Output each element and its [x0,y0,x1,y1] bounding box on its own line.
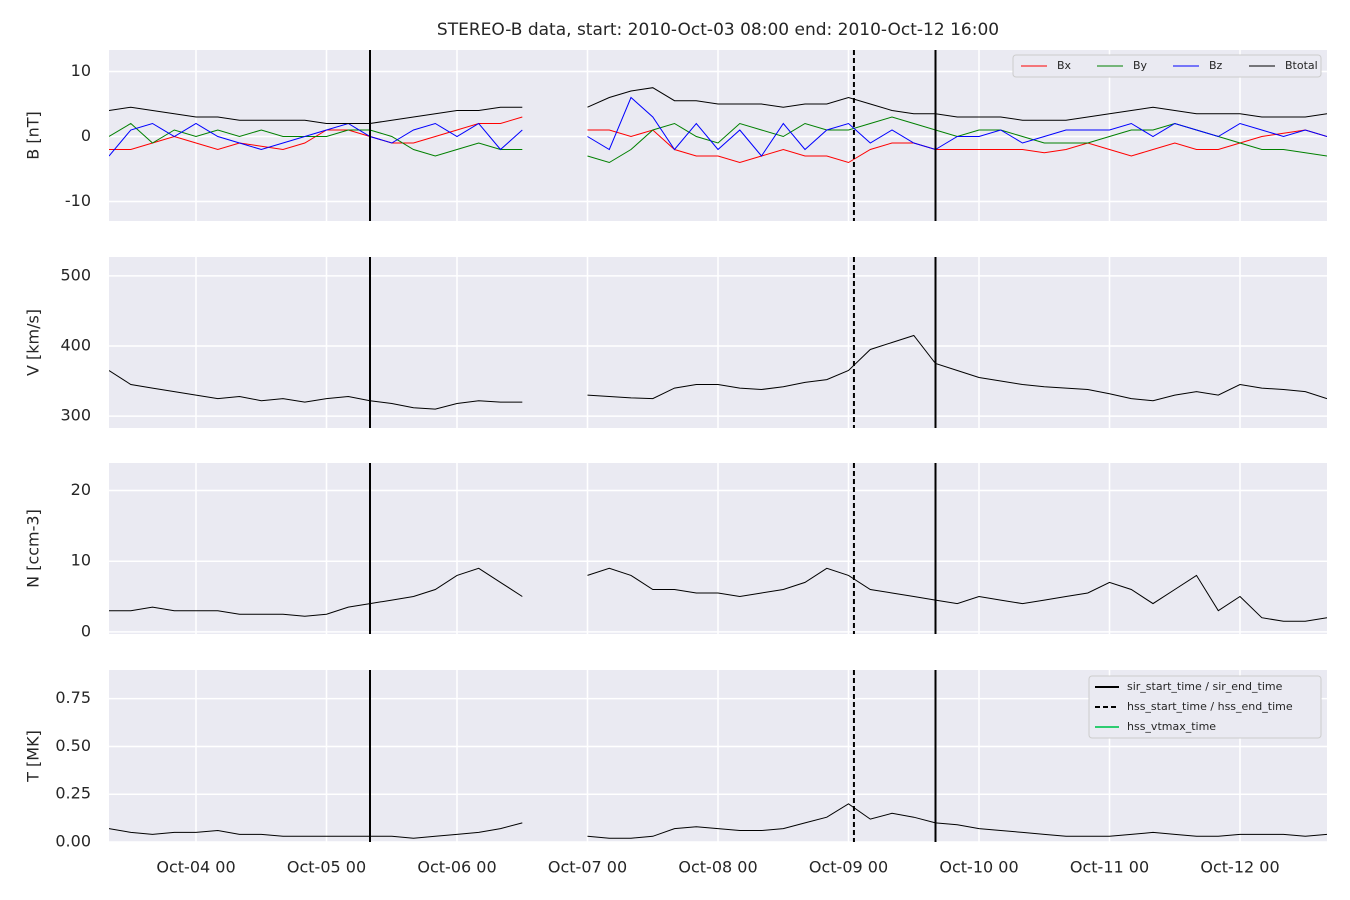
y-axis-label: N [ccm-3] [24,509,43,588]
y-tick-label: 0 [81,126,91,145]
y-axis-label: V [km/s] [24,309,43,376]
x-tick-label: Oct-05 00 [287,858,366,877]
data-line [109,96,1327,157]
y-tick-label: 0.00 [55,832,91,851]
legend-label: Btotal [1285,59,1318,72]
y-tick-label: 0.25 [55,784,91,803]
y-tick-label: 400 [60,336,91,355]
legend-label: hss_start_time / hss_end_time [1127,700,1293,713]
y-tick-label: 0 [81,621,91,640]
data-line [109,803,1327,839]
legend-label: sir_start_time / sir_end_time [1127,680,1283,693]
legend-label: hss_vtmax_time [1127,720,1216,733]
legend-label: By [1133,59,1148,72]
x-tick-label: Oct-11 00 [1070,858,1149,877]
data-line [109,567,1327,622]
y-tick-label: 300 [60,406,91,425]
x-tick-label: Oct-09 00 [809,858,888,877]
x-tick-label: Oct-07 00 [548,858,627,877]
legend-box [1088,675,1322,739]
legend-label: Bx [1057,59,1072,72]
y-tick-label: 0.50 [55,736,91,755]
legend-box [1012,54,1322,78]
y-axis-label: T [MK] [24,730,43,783]
data-line [109,334,1327,410]
data-line [109,87,1327,124]
figure-title: STEREO-B data, start: 2010-Oct-03 08:00 … [437,20,999,40]
y-tick-label: 500 [60,265,91,284]
x-tick-label: Oct-04 00 [156,858,235,877]
y-tick-label: 10 [71,551,91,570]
x-tick-label: Oct-08 00 [678,858,757,877]
y-tick-label: -10 [65,191,91,210]
x-tick-label: Oct-10 00 [939,858,1018,877]
y-tick-label: 10 [71,61,91,80]
y-axis-label: B [nT] [24,111,43,159]
y-tick-label: 0.75 [55,688,91,707]
y-tick-label: 20 [71,480,91,499]
x-tick-label: Oct-06 00 [417,858,496,877]
legend-label: Bz [1209,59,1223,72]
x-tick-label: Oct-12 00 [1200,858,1279,877]
